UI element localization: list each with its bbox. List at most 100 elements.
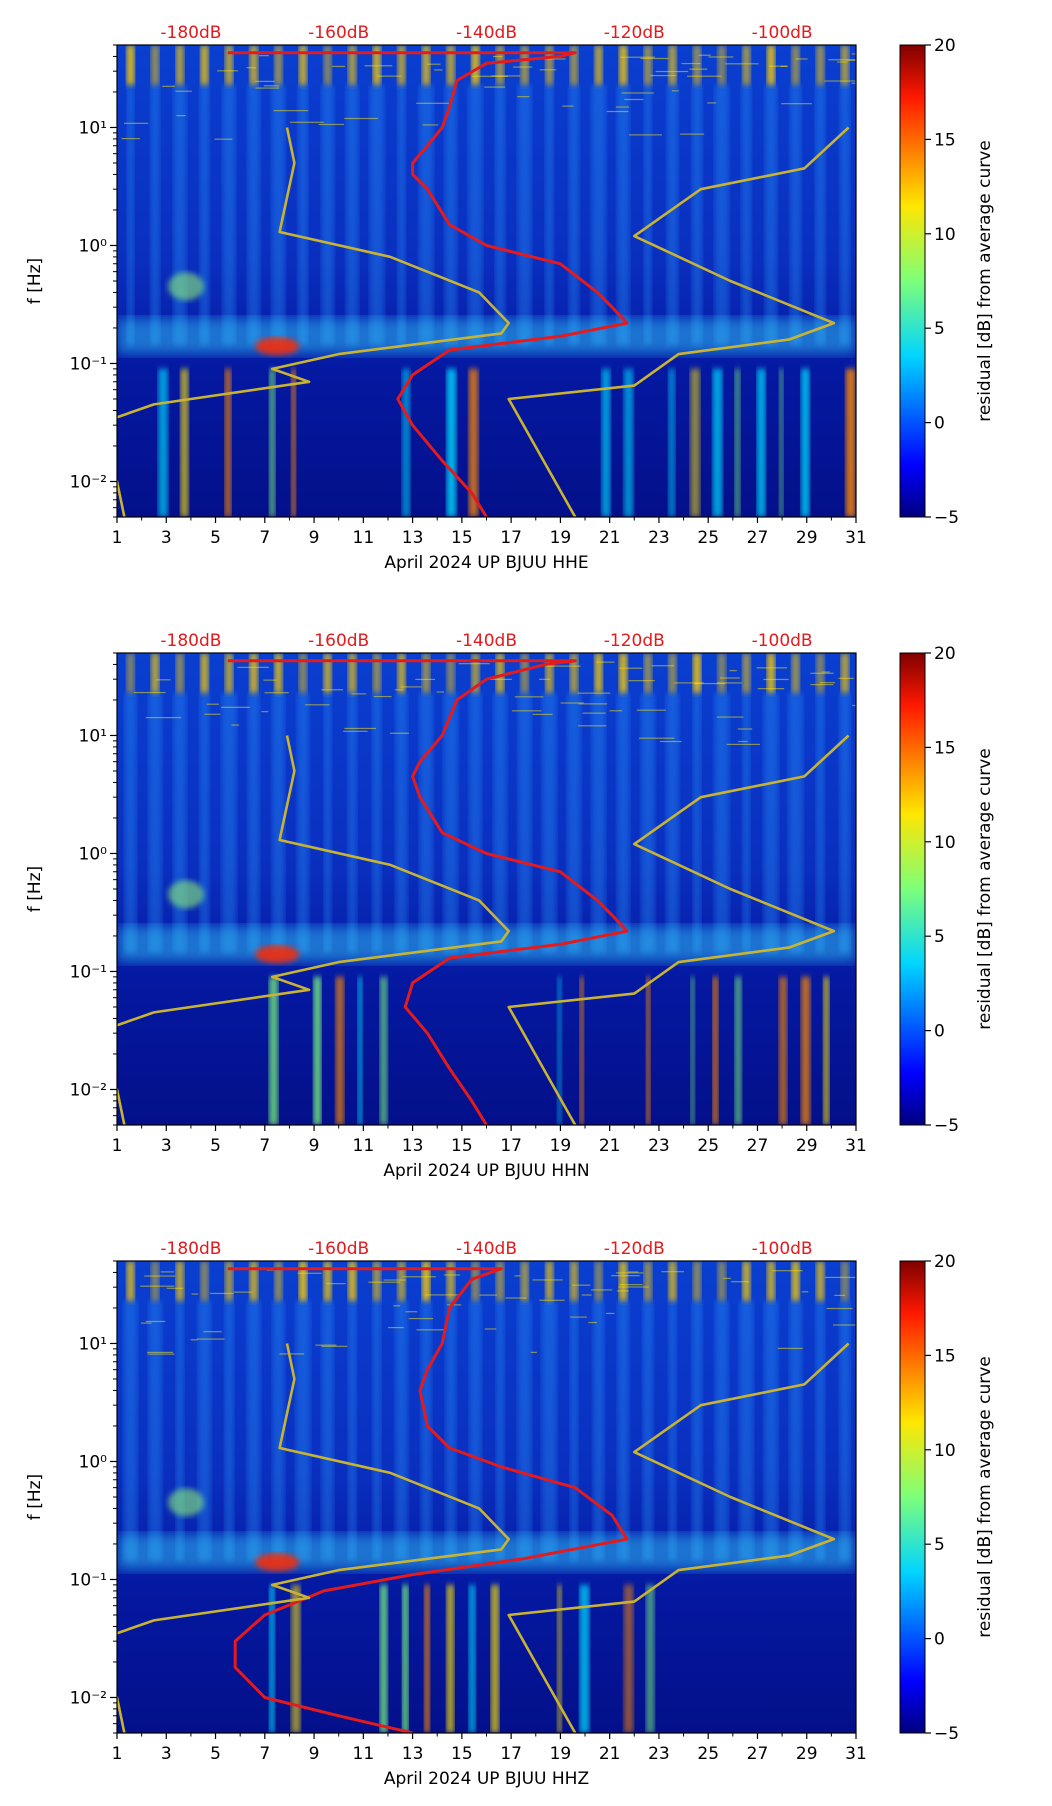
x-tick-label: 19 bbox=[550, 1744, 572, 1764]
x-tick-label: 21 bbox=[599, 1744, 621, 1764]
colorbar-gradient bbox=[899, 1260, 926, 1734]
noise-model-high-curve bbox=[507, 126, 850, 517]
colorbar: 20 15 10 5 0 −5 residual [dB] from average cur… bbox=[899, 1252, 995, 1744]
x-tick-label: 13 bbox=[402, 1744, 424, 1764]
x-tick-label: 29 bbox=[796, 1136, 818, 1156]
x-tick-label: 31 bbox=[845, 528, 867, 548]
y-tick-label: 10⁻² bbox=[70, 1688, 107, 1708]
colorbar-tick-label: 5 bbox=[934, 1535, 945, 1555]
heatmap-area bbox=[117, 1261, 856, 1733]
db-axis-label: -160dB bbox=[308, 23, 369, 43]
x-tick-label: 1 bbox=[112, 528, 123, 548]
x-tick-label: 17 bbox=[500, 1136, 522, 1156]
colorbar: 20 15 10 5 0 −5 residual [dB] from average cur… bbox=[899, 36, 995, 528]
x-axis-label: April 2024 UP BJUU HHZ bbox=[384, 1769, 589, 1789]
y-tick-label: 10¹ bbox=[79, 1334, 107, 1354]
x-tick-label: 17 bbox=[500, 528, 522, 548]
db-axis-label: -100dB bbox=[752, 1239, 813, 1259]
x-tick-label: 15 bbox=[451, 528, 473, 548]
x-tick-label: 31 bbox=[845, 1136, 867, 1156]
x-tick-label: 5 bbox=[210, 1136, 221, 1156]
colorbar-tick-label: 10 bbox=[934, 833, 956, 853]
db-axis-label: -100dB bbox=[752, 631, 813, 651]
colorbar-tick-label: 0 bbox=[934, 1022, 945, 1042]
noise-model-high-curve bbox=[507, 734, 850, 1125]
colorbar-tick-label: 5 bbox=[934, 927, 945, 947]
db-axis-label: -120dB bbox=[604, 23, 665, 43]
x-tick-label: 3 bbox=[161, 1744, 172, 1764]
db-axis-label: -120dB bbox=[604, 1239, 665, 1259]
y-tick-label: 10⁰ bbox=[79, 844, 108, 864]
x-tick-label: 3 bbox=[161, 1136, 172, 1156]
x-tick-label: 7 bbox=[259, 528, 270, 548]
db-axis-label: -160dB bbox=[308, 1239, 369, 1259]
heatmap-area bbox=[117, 653, 856, 1125]
x-tick-label: 27 bbox=[747, 528, 769, 548]
heatmap-area bbox=[117, 45, 856, 517]
db-axis-label: -140dB bbox=[456, 23, 517, 43]
y-axis-label: f [Hz] bbox=[25, 258, 45, 304]
x-axis-label: April 2024 UP BJUU HHN bbox=[383, 1161, 589, 1181]
x-tick-label: 25 bbox=[697, 1744, 719, 1764]
colorbar-tick-label: −5 bbox=[934, 508, 959, 528]
db-axis-label: -180dB bbox=[160, 631, 221, 651]
y-tick-label: 10¹ bbox=[79, 726, 107, 746]
colorbar-tick-label: 20 bbox=[934, 644, 956, 664]
y-tick-label: 10⁻¹ bbox=[70, 1570, 107, 1590]
x-tick-label: 5 bbox=[210, 1744, 221, 1764]
x-tick-label: 9 bbox=[309, 1744, 320, 1764]
x-tick-label: 25 bbox=[697, 528, 719, 548]
x-tick-label: 9 bbox=[309, 1136, 320, 1156]
colorbar-tick-label: 0 bbox=[934, 1630, 945, 1650]
x-tick-label: 21 bbox=[599, 528, 621, 548]
colorbar-tick-label: 20 bbox=[934, 1252, 956, 1272]
x-tick-label: 27 bbox=[747, 1744, 769, 1764]
x-tick-label: 13 bbox=[402, 528, 424, 548]
colorbar-tick-label: −5 bbox=[934, 1116, 959, 1136]
colorbar: 20 15 10 5 0 −5 residual [dB] from average cur… bbox=[899, 644, 995, 1136]
median-psd-curve bbox=[227, 1267, 629, 1733]
x-tick-label: 11 bbox=[353, 1136, 375, 1156]
noise-model-low-curve bbox=[117, 735, 511, 1125]
y-tick-label: 10⁻¹ bbox=[70, 354, 107, 374]
x-tick-label: 15 bbox=[451, 1136, 473, 1156]
x-tick-label: 29 bbox=[796, 1744, 818, 1764]
db-axis-label: -180dB bbox=[160, 23, 221, 43]
colorbar-gradient bbox=[899, 652, 926, 1126]
db-axis-label: -140dB bbox=[456, 631, 517, 651]
x-tick-label: 29 bbox=[796, 528, 818, 548]
x-tick-label: 31 bbox=[845, 1744, 867, 1764]
noise-model-low-curve bbox=[117, 127, 511, 517]
x-tick-label: 13 bbox=[402, 1136, 424, 1156]
x-tick-label: 23 bbox=[648, 528, 670, 548]
x-tick-label: 7 bbox=[259, 1744, 270, 1764]
noise-model-high-curve bbox=[507, 1342, 850, 1733]
x-tick-label: 19 bbox=[550, 528, 572, 548]
x-tick-label: 23 bbox=[648, 1744, 670, 1764]
noise-model-low-curve bbox=[117, 1343, 511, 1733]
y-tick-label: 10⁻¹ bbox=[70, 962, 107, 982]
x-tick-label: 17 bbox=[500, 1744, 522, 1764]
y-tick-label: 10⁻² bbox=[70, 1080, 107, 1100]
x-tick-label: 27 bbox=[747, 1136, 769, 1156]
y-tick-label: 10⁻² bbox=[70, 472, 107, 492]
colorbar-tick-label: 5 bbox=[934, 319, 945, 339]
y-tick-label: 10⁰ bbox=[79, 236, 108, 256]
db-axis-label: -140dB bbox=[456, 1239, 517, 1259]
x-tick-label: 7 bbox=[259, 1136, 270, 1156]
colorbar-label: residual [dB] from average curve bbox=[975, 140, 995, 421]
median-psd-curve bbox=[227, 659, 629, 1125]
y-tick-label: 10¹ bbox=[79, 118, 107, 138]
x-tick-label: 1 bbox=[112, 1744, 123, 1764]
colorbar-label: residual [dB] from average curve bbox=[975, 1356, 995, 1637]
db-axis-label: -100dB bbox=[752, 23, 813, 43]
colorbar-label: residual [dB] from average curve bbox=[975, 748, 995, 1029]
colorbar-tick-label: 10 bbox=[934, 225, 956, 245]
x-tick-label: 15 bbox=[451, 1744, 473, 1764]
colorbar-tick-label: 15 bbox=[934, 130, 956, 150]
colorbar-tick-label: 15 bbox=[934, 1346, 956, 1366]
x-tick-label: 11 bbox=[353, 528, 375, 548]
